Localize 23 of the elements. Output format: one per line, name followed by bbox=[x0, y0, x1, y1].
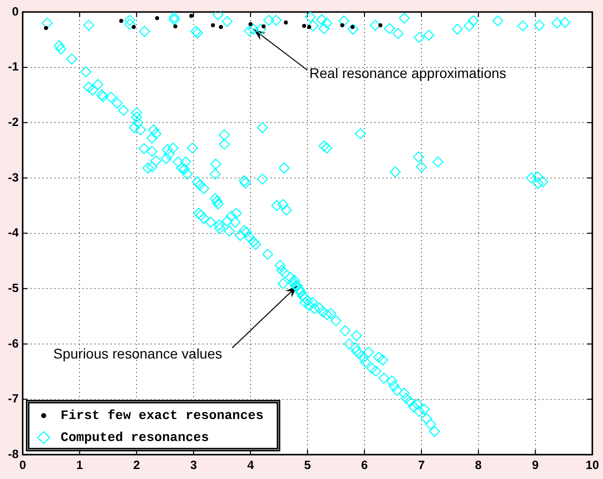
x-tick-label: 3 bbox=[190, 458, 198, 472]
x-tick-label: 10 bbox=[586, 458, 600, 472]
y-tick-label: 0 bbox=[12, 4, 19, 18]
annotation: Real resonance approximations bbox=[309, 65, 506, 82]
legend-label: Computed resonances bbox=[60, 430, 210, 445]
x-tick-label: 9 bbox=[532, 458, 540, 472]
y-tick-label: -7 bbox=[8, 392, 19, 406]
x-tick-label: 2 bbox=[133, 458, 140, 472]
x-tick-label: 5 bbox=[304, 458, 312, 472]
x-tick-label: 6 bbox=[361, 458, 368, 472]
y-tick-label: -1 bbox=[8, 60, 19, 74]
x-tick-label: 7 bbox=[418, 458, 426, 472]
x-tick-label: 8 bbox=[475, 458, 482, 472]
y-tick-label: -2 bbox=[8, 114, 19, 129]
annotation: Spurious resonance values bbox=[53, 346, 222, 362]
y-tick-label: -4 bbox=[8, 226, 19, 240]
x-tick-label: 4 bbox=[247, 458, 254, 472]
y-tick-label: -8 bbox=[8, 446, 19, 461]
y-tick-label: -6 bbox=[8, 336, 19, 350]
x-tick-label: 1 bbox=[76, 458, 84, 472]
y-tick-label: -3 bbox=[8, 170, 19, 184]
legend-label: First few exact resonances bbox=[60, 408, 264, 423]
y-tick-label: -5 bbox=[8, 280, 19, 295]
